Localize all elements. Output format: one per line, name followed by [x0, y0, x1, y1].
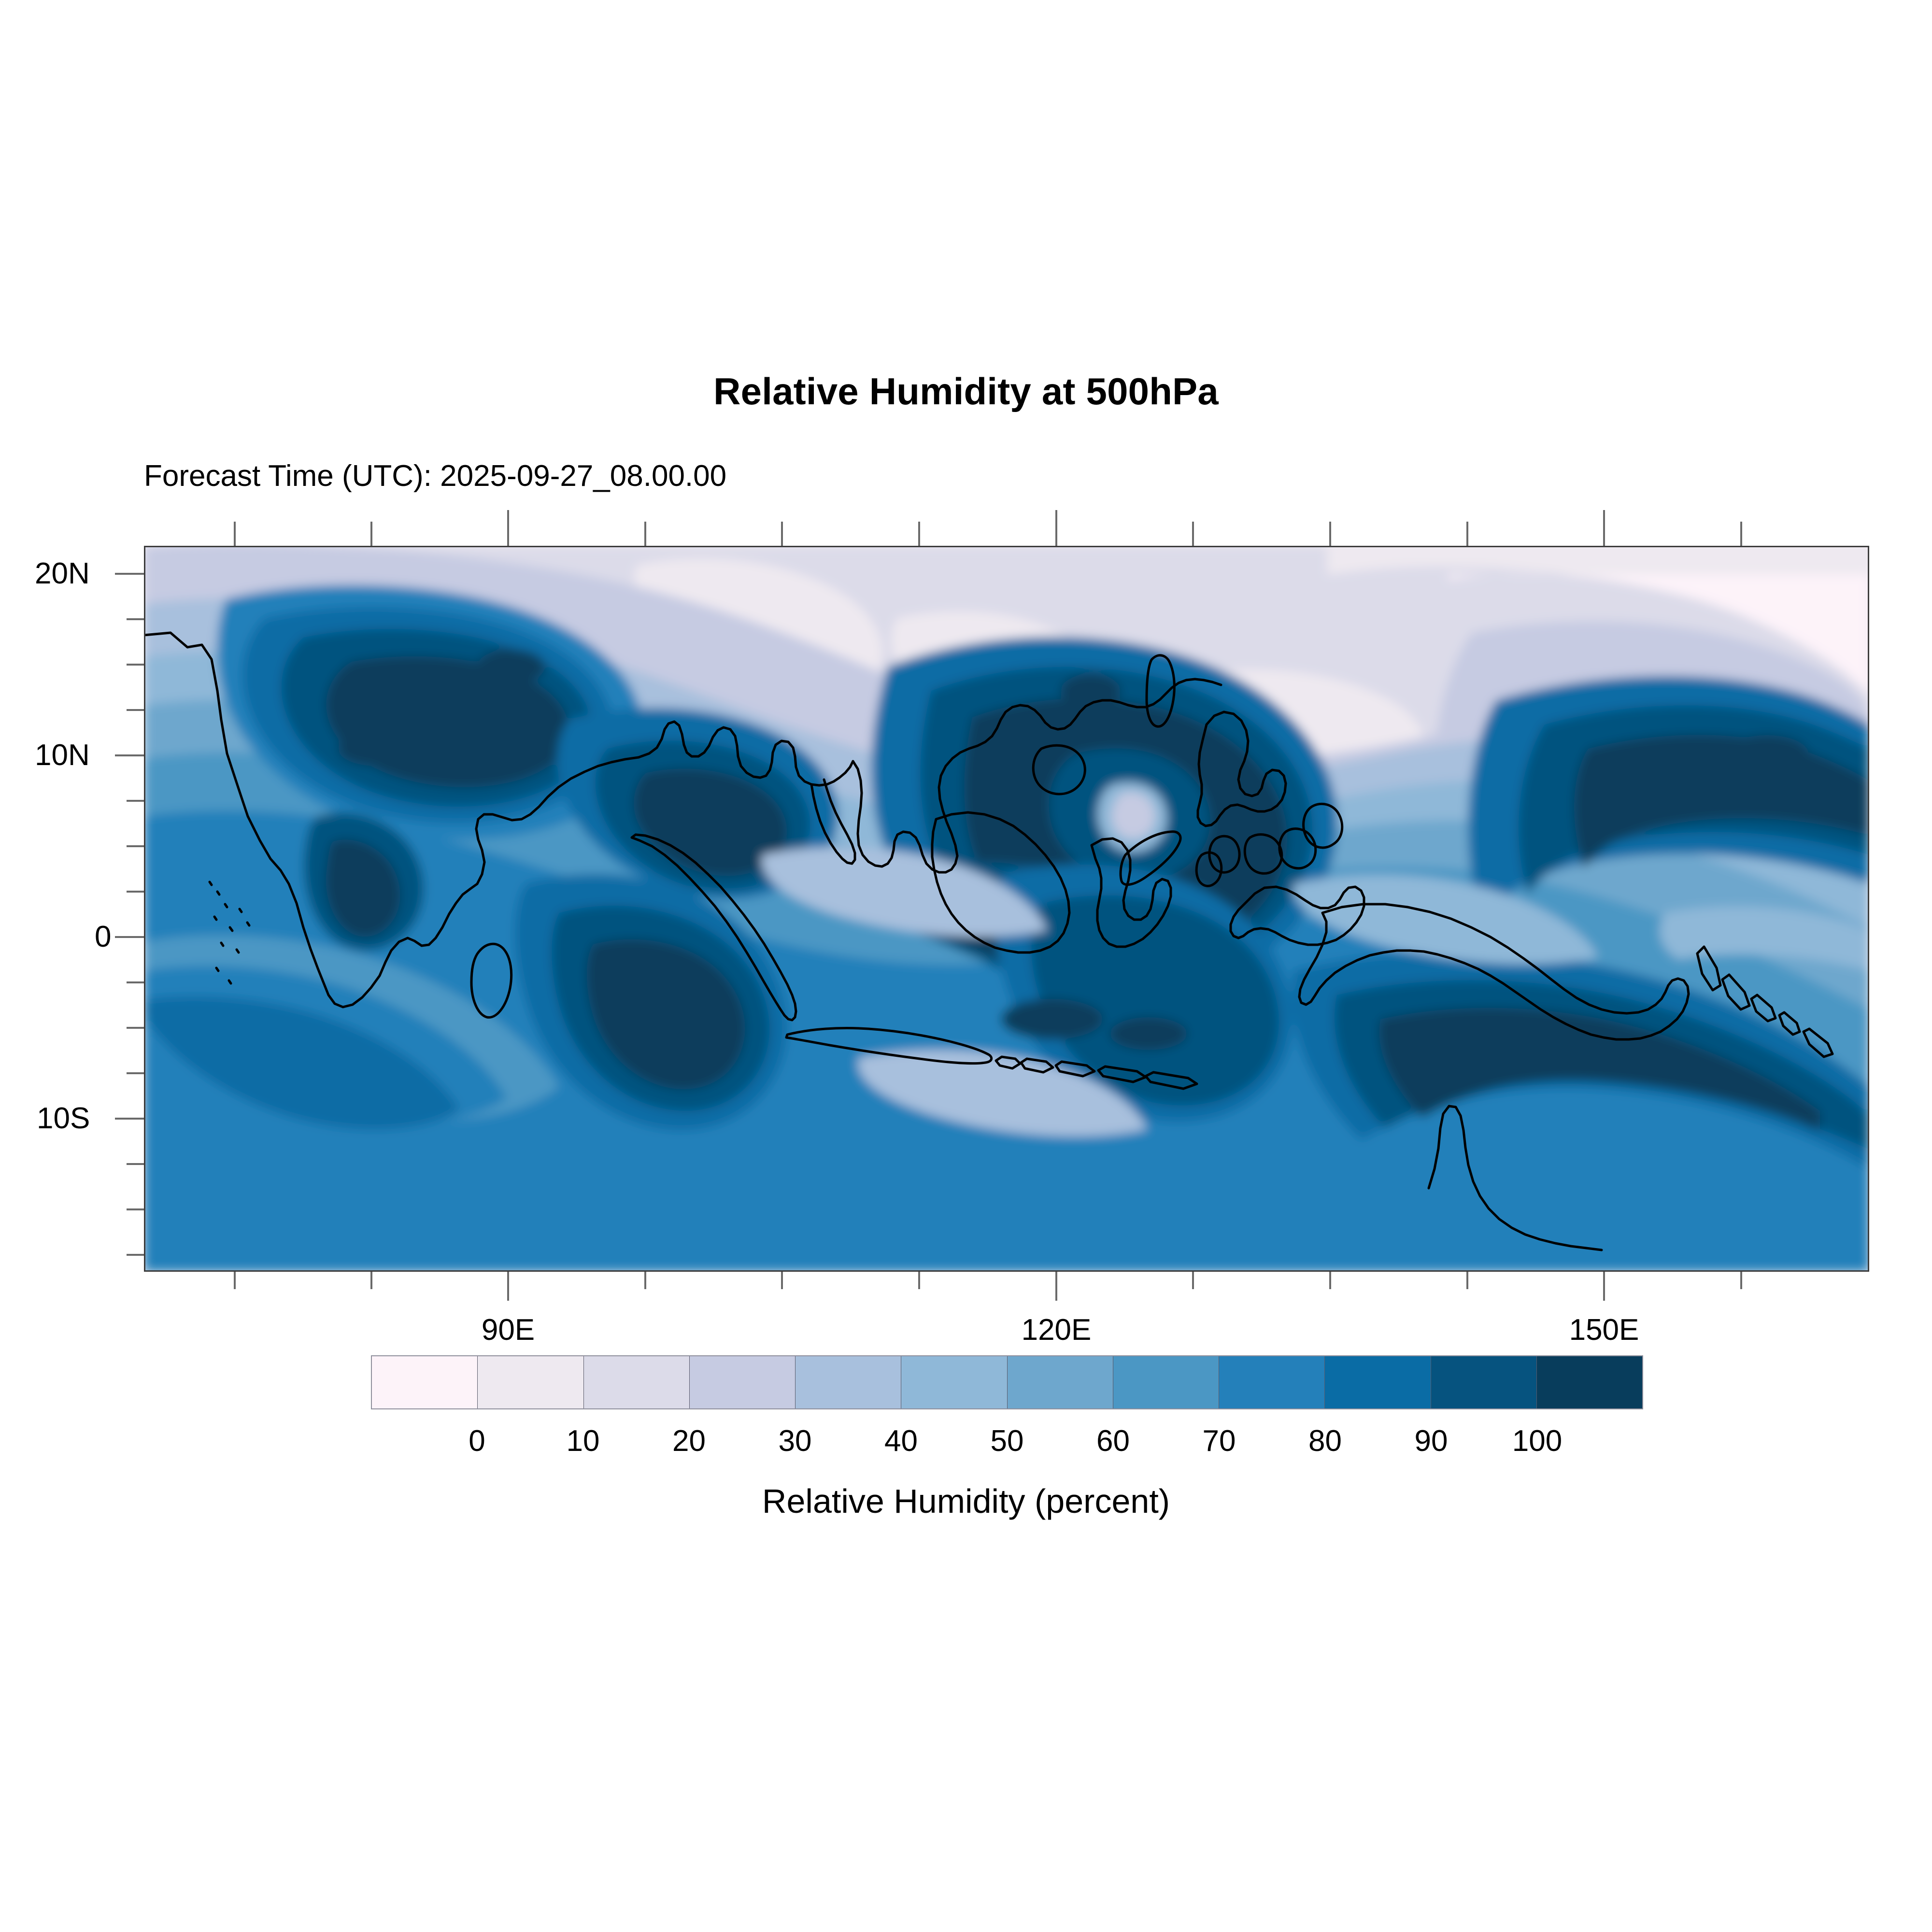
- colorbar-band-3: [689, 1356, 796, 1408]
- colorbar-tick-label-40: 40: [884, 1424, 918, 1458]
- colorbar-band-8: [1219, 1356, 1325, 1408]
- colorbar-band-6: [1007, 1356, 1113, 1408]
- forecast-time-subtitle: Forecast Time (UTC): 2025-09-27_08.00.00: [144, 459, 727, 493]
- colorbar-tick-label-10: 10: [566, 1424, 600, 1458]
- colorbar-tick-label-20: 20: [672, 1424, 706, 1458]
- colorbar-tick-label-50: 50: [990, 1424, 1024, 1458]
- y-tick-label-10n: 10N: [35, 739, 90, 772]
- x-tick-label-90e: 90E: [481, 1313, 535, 1347]
- colorbar-tick-label-0: 0: [469, 1424, 485, 1458]
- colorbar-band-2: [583, 1356, 690, 1408]
- colorbar-tick-label-90: 90: [1414, 1424, 1448, 1458]
- page-title: Relative Humidity at 500hPa: [713, 370, 1219, 412]
- colorbar-tick-label-30: 30: [778, 1424, 812, 1458]
- x-tick-label-120e: 120E: [1021, 1313, 1092, 1347]
- colorbar-band-1: [478, 1356, 584, 1408]
- coastline-layer: [144, 631, 1834, 1251]
- y-tick-label-20n: 20N: [35, 557, 90, 590]
- colorbar-band-11: [1536, 1356, 1642, 1408]
- colorbar[interactable]: [371, 1355, 1643, 1409]
- colorbar-title: Relative Humidity (percent): [762, 1482, 1170, 1520]
- y-tick-label-0: 0: [95, 920, 112, 953]
- colorbar-band-7: [1113, 1356, 1219, 1408]
- colorbar-band-9: [1325, 1356, 1431, 1408]
- colorbar-band-0: [372, 1356, 478, 1408]
- colorbar-tick-label-60: 60: [1096, 1424, 1130, 1458]
- humidity-map: [144, 546, 1869, 1272]
- colorbar-band-10: [1431, 1356, 1537, 1408]
- colorbar-band-5: [901, 1356, 1008, 1408]
- colorbar-tick-label-70: 70: [1202, 1424, 1236, 1458]
- colorbar-band-4: [796, 1356, 902, 1408]
- colorbar-tick-label-80: 80: [1308, 1424, 1342, 1458]
- x-tick-label-150e: 150E: [1569, 1313, 1639, 1347]
- colorbar-tick-label-100: 100: [1512, 1424, 1563, 1458]
- y-tick-label-10s: 10S: [37, 1102, 90, 1135]
